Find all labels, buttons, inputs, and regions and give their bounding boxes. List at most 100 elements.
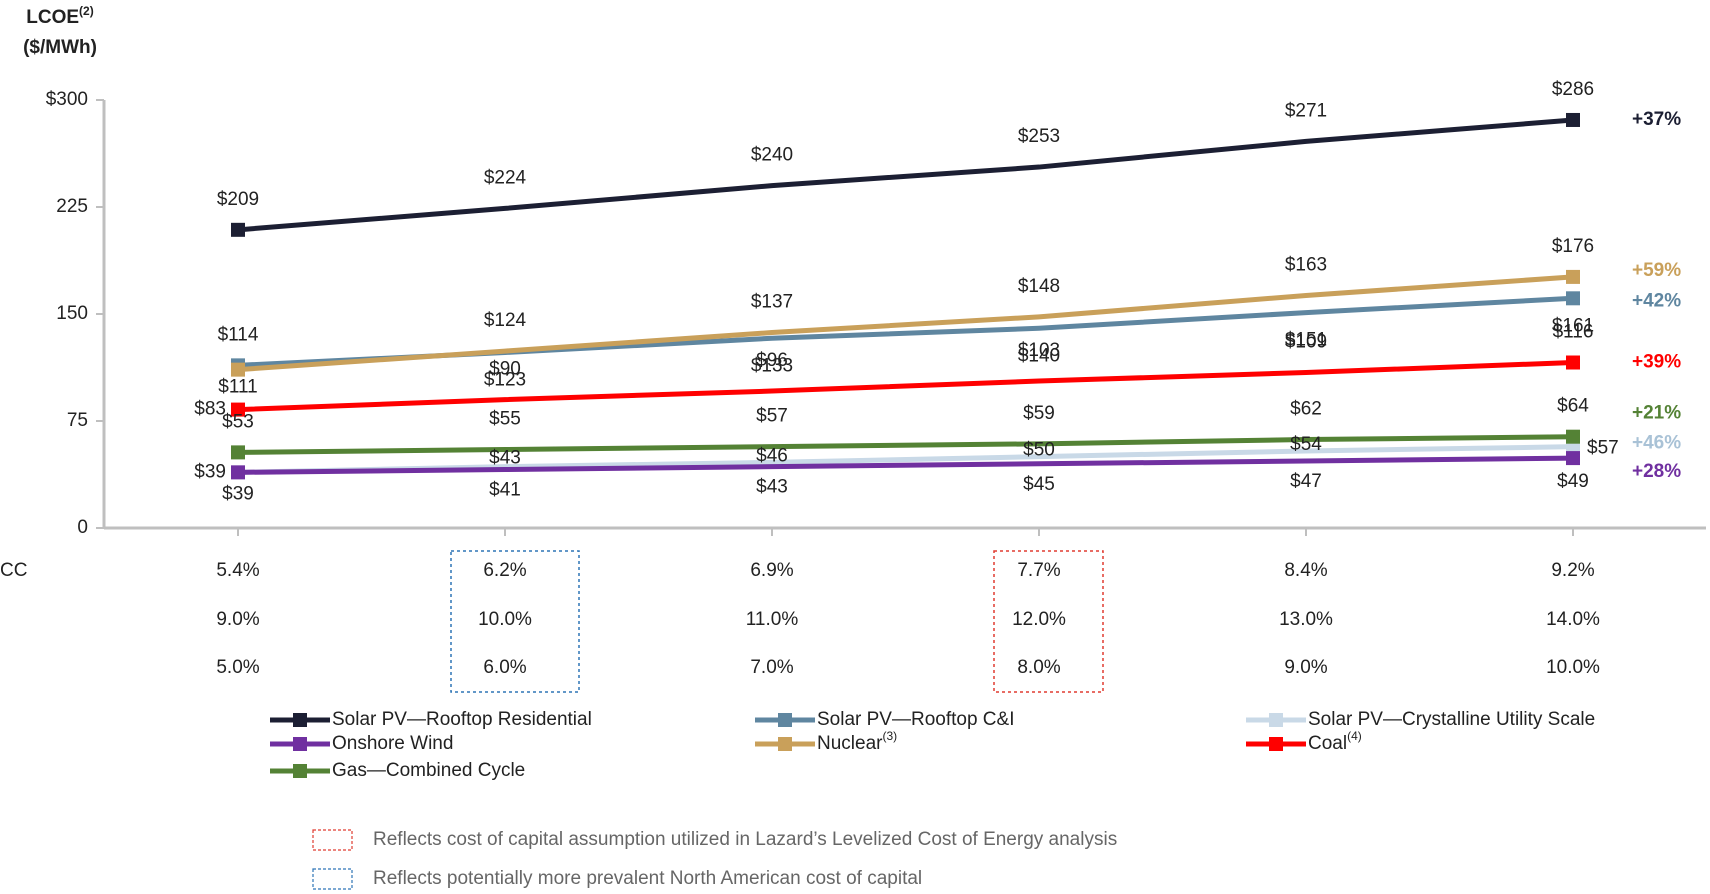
marker (1566, 112, 1580, 127)
y-tick-label: 225 (56, 196, 88, 217)
marker (1566, 291, 1580, 306)
table-cell: 10.0% (478, 609, 532, 630)
table-cell: 7.0% (750, 657, 793, 678)
legend-name: Gas—Combined Cycle (332, 760, 525, 781)
marker (231, 402, 245, 417)
data-label: $286 (1552, 79, 1594, 100)
change-label: +21% (1632, 403, 1681, 424)
data-label: $253 (1018, 126, 1060, 147)
note-text: Reflects potentially more prevalent Nort… (373, 868, 922, 889)
legend-label: Gas—Combined Cycle (332, 760, 525, 781)
legend-note: (4) (1347, 729, 1362, 743)
data-label: $39 (222, 483, 254, 504)
table-cell: 8.4% (1284, 560, 1327, 581)
data-label: $124 (484, 310, 527, 331)
legend-name: Solar PV—Rooftop Residential (332, 709, 592, 730)
legend-marker (778, 737, 792, 751)
data-label: $123 (484, 370, 526, 391)
legend-label: Solar PV—Crystalline Utility Scale (1308, 709, 1595, 730)
table-cell: 5.4% (216, 560, 259, 581)
legend-note: (3) (882, 729, 897, 743)
table-cell: 10.0% (1546, 657, 1600, 678)
y-title-line: LCOE (26, 7, 79, 28)
data-label: $116 (1553, 322, 1594, 343)
legend-label: Onshore Wind (332, 733, 453, 754)
data-label: $45 (1023, 474, 1055, 495)
y-tick-label: 75 (67, 410, 88, 431)
data-label: $114 (218, 324, 259, 345)
table-cell: 13.0% (1279, 609, 1333, 630)
table-cell: 6.2% (483, 560, 526, 581)
data-label: $57 (1587, 438, 1619, 459)
change-label: +39% (1632, 352, 1681, 373)
y-title-unit: ($/MWh) (23, 37, 97, 58)
marker (1566, 429, 1580, 444)
table-cell: 9.0% (1284, 657, 1327, 678)
data-label: $133 (751, 355, 793, 376)
y-title: LCOE(2) (26, 4, 93, 28)
marker (1566, 269, 1580, 284)
legend-label: Solar PV—Rooftop Residential (332, 709, 592, 730)
y-tick-label: $300 (46, 89, 88, 110)
table-cell: 9.2% (1551, 560, 1594, 581)
data-label: $148 (1018, 276, 1060, 297)
data-label: $41 (489, 480, 521, 501)
legend-marker (1269, 737, 1283, 751)
marker (1566, 355, 1580, 370)
marker (231, 445, 245, 460)
data-label: $161 (1552, 315, 1594, 336)
highlight-box (450, 550, 580, 693)
marker (1566, 451, 1580, 466)
data-label: $151 (1285, 330, 1327, 351)
data-label: $54 (1290, 434, 1322, 455)
legend-name: Nuclear (817, 733, 883, 754)
data-label: $140 (1018, 345, 1060, 366)
data-label: $103 (1018, 340, 1060, 361)
y-tick-label: 0 (77, 517, 88, 538)
change-label: +46% (1632, 433, 1681, 454)
legend-marker (293, 713, 307, 727)
data-label: $209 (217, 189, 259, 210)
series-line (237, 274, 1574, 373)
table-cell: 12.0% (1012, 609, 1066, 630)
marker (231, 465, 245, 480)
data-label: $137 (751, 292, 793, 313)
marker (231, 222, 245, 237)
legend-name: Solar PV—Rooftop C&I (817, 709, 1014, 730)
table-cell: 14.0% (1546, 609, 1600, 630)
data-label: $49 (1557, 471, 1589, 492)
table-cell: 6.0% (483, 657, 526, 678)
data-label: $53 (222, 411, 254, 432)
series-line (237, 434, 1574, 455)
data-label: $240 (751, 145, 793, 166)
legend-name: Onshore Wind (332, 733, 453, 754)
change-label: +42% (1632, 290, 1681, 311)
data-label: $176 (1552, 236, 1594, 257)
table-label: CC (0, 560, 27, 581)
table-cell: 5.0% (216, 657, 259, 678)
data-label: $83 (194, 399, 226, 420)
data-label: $55 (489, 409, 521, 430)
data-label: $47 (1290, 471, 1322, 492)
data-label: $39 (194, 461, 226, 482)
series-line (237, 117, 1574, 233)
change-label: +37% (1632, 109, 1681, 130)
data-label: $96 (756, 350, 788, 371)
legend-marker (778, 713, 792, 727)
highlight-box (993, 550, 1104, 693)
legend-name: Coal (1308, 733, 1347, 754)
series-line (237, 455, 1574, 475)
legend-marker (293, 764, 307, 778)
note-box (312, 868, 353, 890)
data-label: $59 (1023, 403, 1055, 424)
table-cell: 9.0% (216, 609, 259, 630)
data-label: $163 (1285, 254, 1327, 275)
data-label: $46 (756, 445, 788, 466)
legend-label: Solar PV—Rooftop C&I (817, 709, 1014, 730)
legend-name: Solar PV—Crystalline Utility Scale (1308, 709, 1595, 730)
table-cell: 6.9% (750, 560, 793, 581)
data-label: $43 (756, 477, 788, 498)
legend-marker (1269, 713, 1283, 727)
y-tick-label: 150 (56, 303, 88, 324)
data-label: $271 (1285, 100, 1327, 121)
